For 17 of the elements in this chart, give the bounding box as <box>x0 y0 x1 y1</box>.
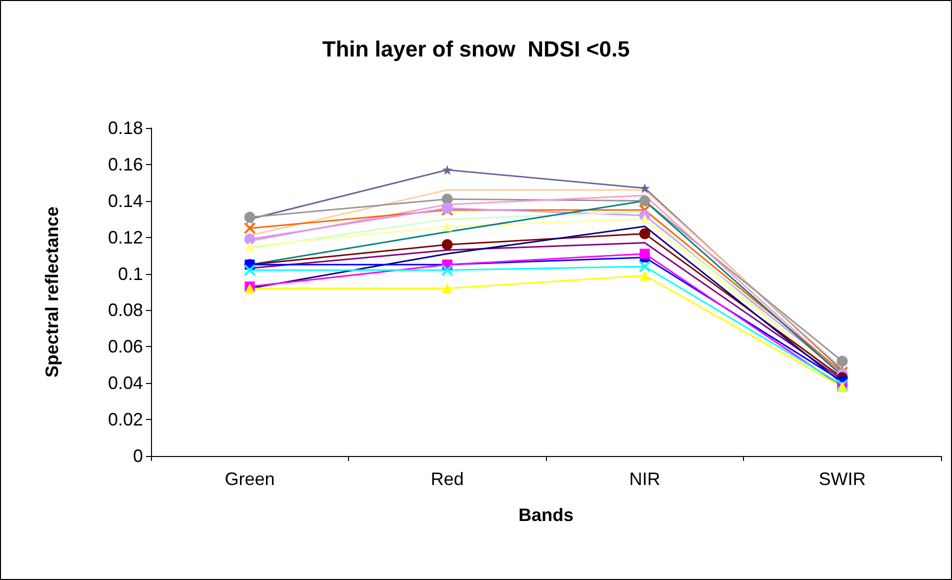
x-tick-label: NIR <box>629 469 660 489</box>
chart-title: Thin layer of snow NDSI <0.5 <box>322 36 630 62</box>
y-tick-label: 0.08 <box>108 300 143 320</box>
y-tick-label: 0.16 <box>108 154 143 174</box>
y-tick-label: 0.04 <box>108 373 143 394</box>
y-tick-label: 0.14 <box>108 190 143 211</box>
y-tick-label: 0.02 <box>108 410 143 430</box>
y-tick-label: 0.1 <box>118 264 143 284</box>
x-tick-label: Red <box>430 469 464 489</box>
y-tick-label: 0.18 <box>108 118 143 138</box>
x-axis-title: Bands <box>518 505 574 525</box>
y-tick-label: 0 <box>132 446 143 466</box>
x-tick-label: SWIR <box>818 469 866 489</box>
x-tick-label: Green <box>224 469 275 489</box>
y-tick-label: 0.12 <box>108 227 143 248</box>
y-axis-title: Spectral reflectance <box>42 206 62 378</box>
y-tick-label: 0.06 <box>108 336 143 357</box>
